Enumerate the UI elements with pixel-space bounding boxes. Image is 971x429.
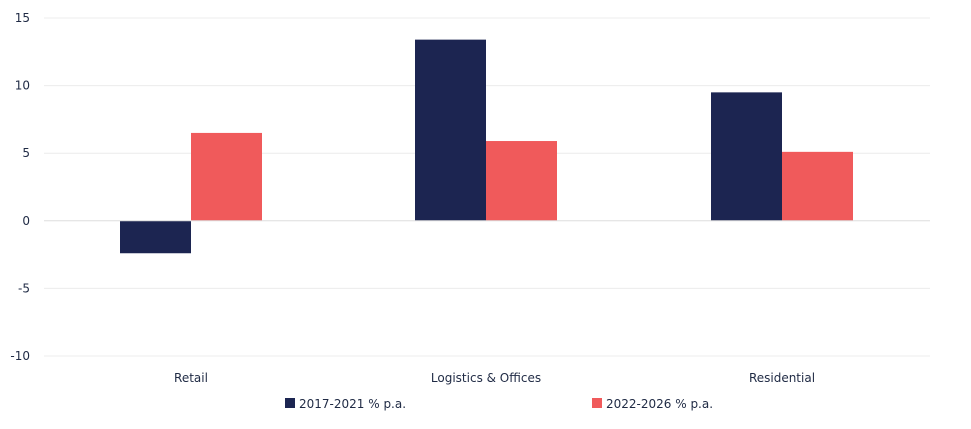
category-label: Retail	[174, 371, 208, 385]
legend-swatch	[592, 398, 602, 408]
y-axis-tick-labels: 15 10 5 0 -5 -10	[10, 11, 30, 363]
category-label: Residential	[749, 371, 815, 385]
bar-series2-1	[486, 141, 557, 221]
bar-series2-0	[191, 132, 262, 221]
bar-series1-2	[711, 92, 782, 221]
bar-series1-0	[120, 220, 191, 254]
bar-series1-1	[415, 39, 486, 221]
bar-series2-2	[782, 151, 853, 221]
legend-label: 2022-2026 % p.a.	[606, 397, 713, 411]
legend-label: 2017-2021 % p.a.	[299, 397, 406, 411]
legend: 2017-2021 % p.a. 2022-2026 % p.a.	[285, 397, 713, 411]
legend-swatch	[285, 398, 295, 408]
y-tick-label: 5	[22, 146, 30, 160]
x-axis-category-labels: Retail Logistics & Offices Residential	[174, 371, 815, 385]
y-tick-label: -5	[18, 281, 30, 295]
y-tick-label: -10	[10, 349, 30, 363]
y-tick-label: 10	[15, 79, 30, 93]
y-tick-label: 0	[22, 214, 30, 228]
category-label: Logistics & Offices	[431, 371, 541, 385]
y-tick-label: 15	[15, 11, 30, 25]
bars	[120, 39, 853, 254]
